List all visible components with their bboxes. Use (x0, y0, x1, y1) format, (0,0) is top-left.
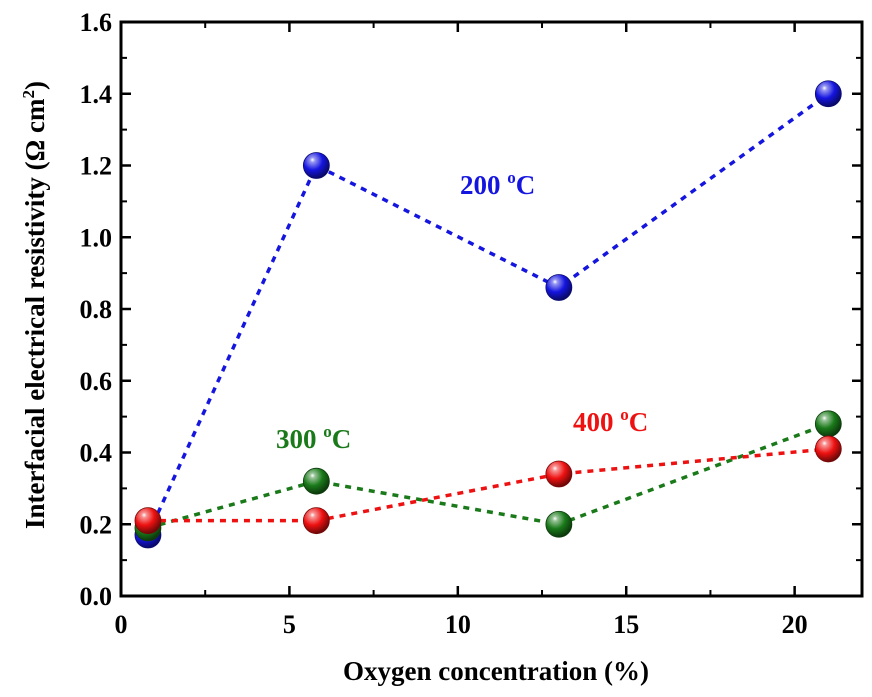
x-axis-title: Oxygen concentration (%) (343, 656, 649, 686)
series-label-400c-main: 400 (573, 407, 620, 437)
data-point-400c (814, 435, 842, 463)
data-point-200c (814, 80, 842, 108)
y-tick-label: 1.0 (80, 223, 113, 252)
x-tick-label: 10 (445, 610, 471, 639)
x-tick-label: 5 (283, 610, 296, 639)
y-tick-label: 0.8 (80, 295, 113, 324)
series-label-400c-unit: C (629, 407, 649, 437)
y-tick-label: 1.4 (80, 80, 113, 109)
y-axis-title-tail: ) (20, 81, 50, 90)
series-label-300c-main: 300 (276, 424, 323, 454)
series-layer (134, 80, 842, 549)
ticks-layer: 0 5 10 15 20 0.0 0.2 0.4 0.6 0.8 1.0 1.2 1.4 1.6 (80, 8, 862, 639)
data-point-200c (545, 274, 573, 301)
series-label-200c: 200 oC (460, 168, 535, 200)
series-label-300c-degree: o (323, 422, 332, 441)
y-tick-label: 0.4 (80, 439, 113, 468)
data-point-400c (302, 507, 330, 535)
y-tick-label: 1.2 (80, 152, 113, 181)
series-label-200c-degree: o (507, 168, 516, 187)
data-point-300c (814, 410, 842, 438)
series-label-400c-degree: o (620, 405, 629, 424)
y-tick-label: 0.2 (80, 510, 113, 539)
y-tick-label: 1.6 (80, 8, 113, 37)
y-tick-label: 0.6 (80, 367, 113, 396)
data-point-200c (302, 152, 330, 179)
series-label-300c-unit: C (332, 424, 352, 454)
data-point-400c (545, 460, 573, 488)
x-tick-label: 20 (782, 610, 808, 639)
y-tick-label: 0.0 (80, 582, 113, 611)
series-label-400c: 400 oC (573, 405, 648, 437)
x-tick-label: 15 (613, 610, 639, 639)
series-label-200c-unit: C (516, 170, 536, 200)
series-label-200c-main: 200 (460, 170, 507, 200)
series-line-200c (146, 92, 830, 536)
series-line-300c (147, 422, 829, 530)
data-point-300c (545, 510, 573, 538)
x-tick-label: 0 (115, 610, 128, 639)
data-point-300c (302, 467, 330, 495)
series-label-300c: 300 oC (276, 422, 351, 454)
data-point-400c (134, 507, 162, 535)
series-line-400c (147, 447, 829, 523)
plot-frame (119, 20, 864, 598)
y-axis-title-superscript: 2 (19, 90, 38, 99)
y-axis-title: Interfacial electrical resistivity (Ω cm… (19, 81, 50, 529)
y-axis-title-main: Interfacial electrical resistivity (Ω cm (20, 98, 50, 529)
